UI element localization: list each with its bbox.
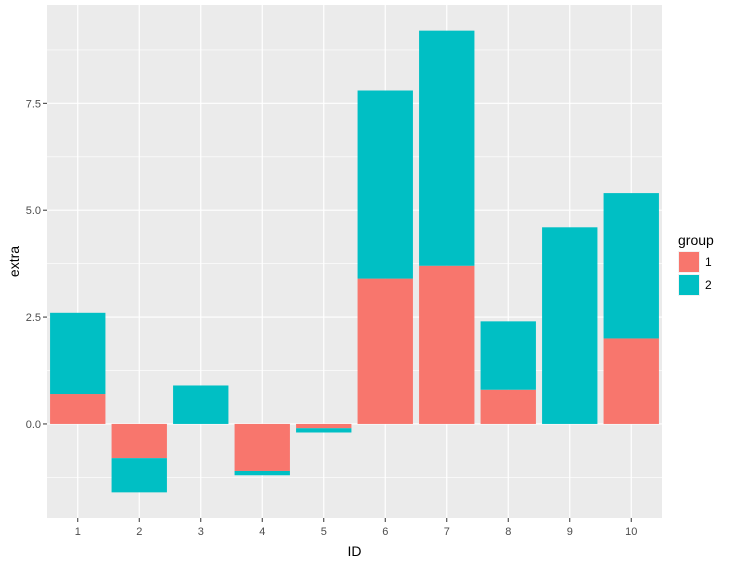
bar-id10-group1 — [603, 338, 659, 424]
bar-id6-group2 — [357, 90, 413, 279]
legend-label-2: 2 — [705, 278, 712, 292]
x-tick-label-9: 10 — [625, 526, 637, 538]
bar-id5-group1 — [296, 423, 352, 429]
x-tick-label-6: 7 — [444, 526, 450, 538]
y-tick-label-0: 0.0 — [26, 419, 41, 431]
legend: group 1 2 — [678, 232, 714, 296]
y-tick-label-1: 2.5 — [26, 312, 41, 324]
x-axis-title: ID — [348, 543, 362, 559]
x-tick-label-3: 4 — [259, 526, 265, 538]
bars — [50, 30, 659, 493]
bar-id5-group2 — [296, 428, 352, 433]
x-tick-label-5: 6 — [382, 526, 388, 538]
x-tick-label-8: 9 — [567, 526, 573, 538]
x-axis: 1 2 3 4 5 6 7 8 9 10 — [75, 518, 637, 538]
x-tick-label-1: 2 — [136, 526, 142, 538]
y-tick-label-2: 5.0 — [26, 205, 41, 217]
x-tick-label-7: 8 — [505, 526, 511, 538]
bar-id1-group2 — [50, 312, 106, 395]
x-tick-label-0: 1 — [75, 526, 81, 538]
y-axis: 0.0 2.5 5.0 7.5 — [26, 98, 47, 431]
bar-id7-group1 — [419, 265, 475, 424]
bar-id8-group1 — [480, 389, 536, 424]
bar-id1-group1 — [50, 394, 106, 424]
bar-id9-group2 — [542, 227, 598, 424]
bar-id10-group2 — [603, 193, 659, 339]
legend-swatch-1 — [679, 252, 699, 272]
bar-id4-group2 — [234, 470, 290, 476]
legend-swatch-2 — [679, 275, 699, 295]
legend-title: group — [678, 232, 714, 248]
legend-label-1: 1 — [705, 255, 712, 269]
bar-id4-group1 — [234, 423, 290, 471]
bar-id2-group2 — [111, 458, 167, 493]
x-tick-label-2: 3 — [198, 526, 204, 538]
x-tick-label-4: 5 — [321, 526, 327, 538]
bar-id3-group2 — [173, 385, 229, 424]
y-tick-label-3: 7.5 — [26, 98, 41, 110]
bar-id7-group2 — [419, 30, 475, 266]
bar-id8-group2 — [480, 321, 536, 390]
y-axis-title: extra — [6, 246, 22, 277]
bar-id2-group1 — [111, 423, 167, 459]
bar-id6-group1 — [357, 278, 413, 424]
